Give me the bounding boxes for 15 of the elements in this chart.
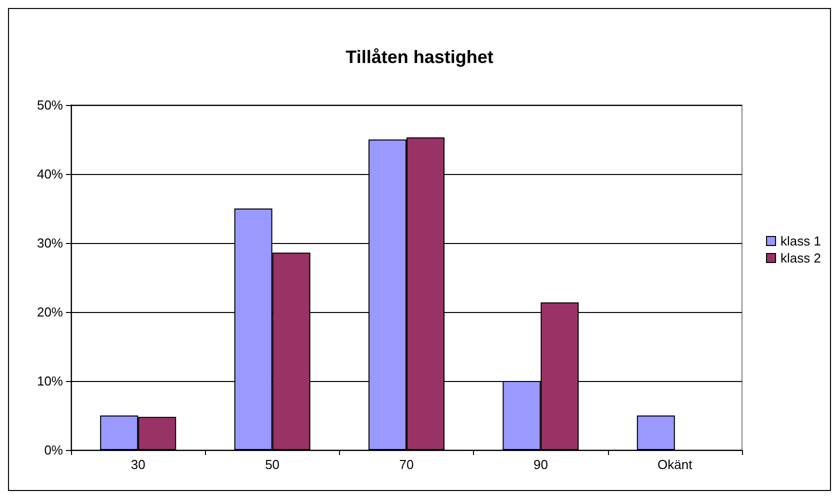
x-tick-label: 90 [533, 457, 548, 472]
legend-label: klass 1 [780, 234, 822, 248]
bar [636, 416, 675, 450]
x-tick-label: Okänt [658, 457, 693, 472]
y-tick-label: 20% [36, 304, 64, 320]
y-tick-label: 50% [36, 98, 64, 112]
legend-label: klass 2 [780, 250, 822, 266]
y-tick-label: 10% [36, 374, 64, 388]
x-tick-label: 30 [130, 457, 146, 472]
y-tick-label: 30% [36, 236, 64, 250]
y-tick-label: 0% [44, 442, 64, 458]
y-tick-label: 40% [36, 166, 64, 182]
x-tick-label: 70 [399, 457, 414, 472]
x-tick-label: 50 [265, 457, 280, 472]
chart-title: Tillåten hastighet [346, 47, 494, 67]
